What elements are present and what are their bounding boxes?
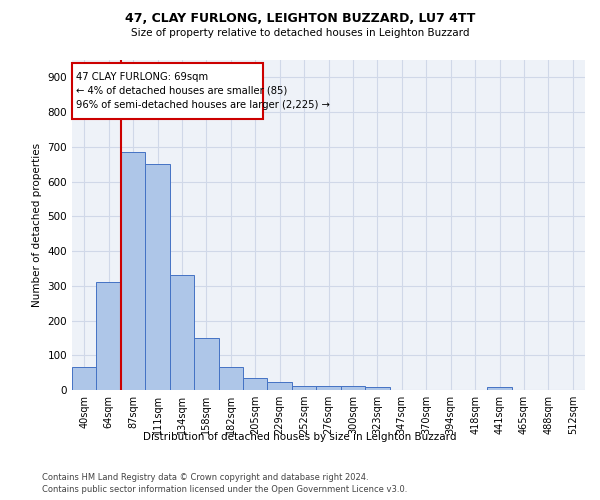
- Bar: [365, 387, 389, 390]
- Bar: [72, 368, 97, 390]
- Bar: [145, 164, 170, 390]
- Bar: [170, 276, 194, 390]
- Text: Contains public sector information licensed under the Open Government Licence v3: Contains public sector information licen…: [42, 485, 407, 494]
- Text: Distribution of detached houses by size in Leighton Buzzard: Distribution of detached houses by size …: [143, 432, 457, 442]
- FancyBboxPatch shape: [73, 63, 263, 119]
- Text: Contains HM Land Registry data © Crown copyright and database right 2024.: Contains HM Land Registry data © Crown c…: [42, 472, 368, 482]
- Bar: [218, 368, 243, 390]
- Bar: [194, 338, 218, 390]
- Bar: [121, 152, 145, 390]
- Text: Size of property relative to detached houses in Leighton Buzzard: Size of property relative to detached ho…: [131, 28, 469, 38]
- Bar: [341, 386, 365, 390]
- Text: 47 CLAY FURLONG: 69sqm
← 4% of detached houses are smaller (85)
96% of semi-deta: 47 CLAY FURLONG: 69sqm ← 4% of detached …: [76, 72, 330, 110]
- Bar: [316, 386, 341, 390]
- Text: 47, CLAY FURLONG, LEIGHTON BUZZARD, LU7 4TT: 47, CLAY FURLONG, LEIGHTON BUZZARD, LU7 …: [125, 12, 475, 26]
- Bar: [243, 378, 268, 390]
- Bar: [97, 282, 121, 390]
- Bar: [268, 382, 292, 390]
- Y-axis label: Number of detached properties: Number of detached properties: [32, 143, 42, 307]
- Bar: [292, 386, 316, 390]
- Bar: [487, 386, 512, 390]
